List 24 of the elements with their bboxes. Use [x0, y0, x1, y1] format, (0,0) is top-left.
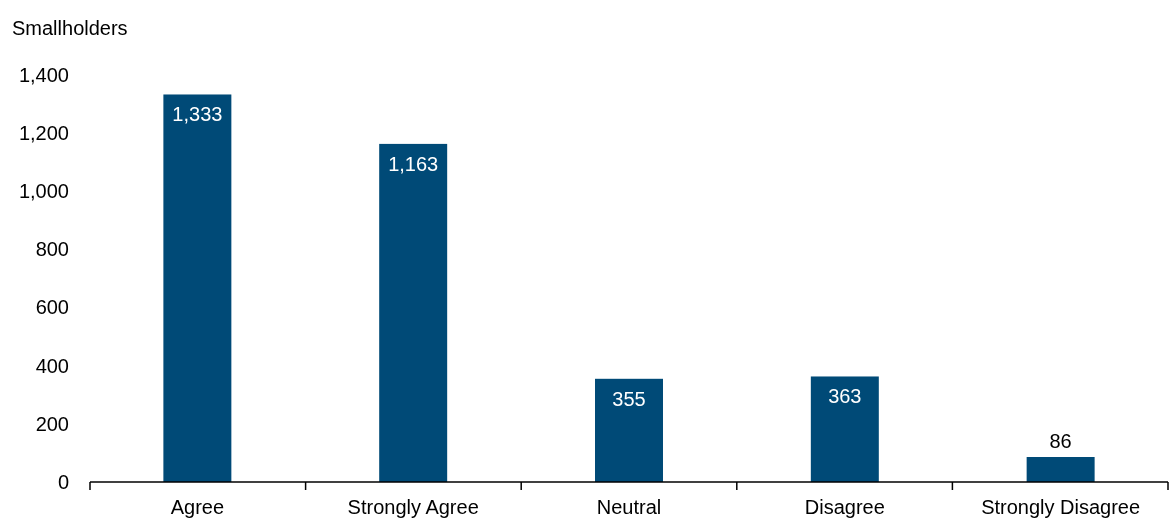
y-tick-label: 1,000 — [18, 180, 69, 203]
x-tick-label: Strongly Disagree — [981, 496, 1141, 518]
data-label: 355 — [612, 387, 646, 410]
bar — [163, 94, 232, 482]
bar — [810, 376, 879, 482]
y-axis-title: Smallholders — [12, 17, 128, 39]
x-tick-label: Neutral — [596, 496, 662, 518]
data-label: 86 — [1049, 430, 1072, 452]
data-label: 1,163 — [388, 152, 439, 175]
y-tick-label: 600 — [35, 296, 69, 319]
data-label: 363 — [828, 385, 862, 408]
x-tick-label: Strongly Agree — [347, 496, 479, 518]
x-tick-label: Disagree — [804, 496, 885, 518]
y-tick-label: 1,400 — [18, 63, 69, 86]
y-tick-label: 800 — [35, 238, 69, 261]
x-tick-label: Agree — [170, 496, 225, 518]
bar — [379, 143, 448, 482]
y-tick-label: 400 — [35, 354, 69, 377]
bar — [595, 378, 663, 482]
data-label: 1,333 — [172, 103, 223, 126]
y-tick-label: 1,200 — [18, 122, 69, 145]
bar — [1026, 457, 1095, 482]
y-tick-label: 200 — [35, 412, 69, 435]
y-tick-label: 0 — [57, 470, 69, 493]
